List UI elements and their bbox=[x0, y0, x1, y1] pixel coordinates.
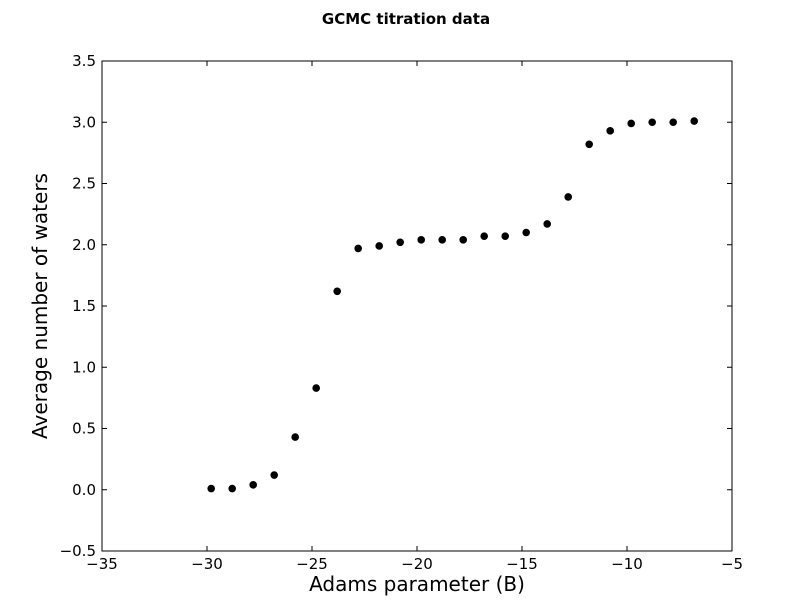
chart-title: GCMC titration data bbox=[321, 10, 491, 28]
data-point bbox=[690, 117, 698, 125]
y-tick-label: 3.5 bbox=[72, 52, 96, 70]
y-tick-label: 0.5 bbox=[72, 420, 96, 438]
x-tick-label: −5 bbox=[721, 555, 743, 573]
y-tick-label: 1.0 bbox=[72, 358, 96, 376]
x-tick-label: −25 bbox=[296, 555, 328, 573]
data-point bbox=[375, 242, 384, 250]
data-point bbox=[291, 433, 300, 441]
x-tick-label: −15 bbox=[506, 555, 538, 573]
data-point bbox=[543, 220, 551, 228]
data-point bbox=[333, 287, 342, 296]
data-point bbox=[249, 481, 257, 489]
data-point bbox=[522, 228, 530, 237]
y-tick-label: 1.5 bbox=[72, 297, 96, 315]
data-point bbox=[627, 119, 635, 128]
data-point bbox=[564, 193, 572, 201]
data-point bbox=[585, 140, 593, 149]
data-point bbox=[417, 236, 426, 244]
data-point bbox=[228, 484, 236, 493]
data-point bbox=[501, 232, 510, 240]
data-point bbox=[459, 236, 468, 244]
y-axis-label: Average number of waters bbox=[28, 173, 52, 439]
data-point bbox=[480, 232, 489, 240]
data-point bbox=[354, 244, 363, 253]
axes-frame bbox=[101, 60, 733, 552]
x-tick-label: −35 bbox=[86, 555, 118, 573]
y-tick-label: 3.0 bbox=[72, 113, 96, 131]
y-tick-label: 0.0 bbox=[72, 481, 96, 499]
data-point bbox=[207, 484, 215, 493]
y-tick-label: −0.5 bbox=[60, 542, 96, 560]
x-tick-label: −10 bbox=[611, 555, 643, 573]
y-tick-label: 2.5 bbox=[72, 175, 96, 193]
data-point bbox=[669, 118, 677, 127]
data-point bbox=[312, 384, 321, 392]
data-point bbox=[606, 127, 614, 135]
x-tick-label: −30 bbox=[191, 555, 223, 573]
data-point bbox=[270, 471, 279, 479]
x-tick-label: −20 bbox=[401, 555, 433, 573]
data-point bbox=[438, 236, 447, 244]
x-axis-label: Adams parameter (B) bbox=[309, 572, 525, 596]
data-point bbox=[648, 118, 656, 127]
y-tick-label: 2.0 bbox=[72, 236, 96, 254]
data-point bbox=[396, 238, 405, 247]
